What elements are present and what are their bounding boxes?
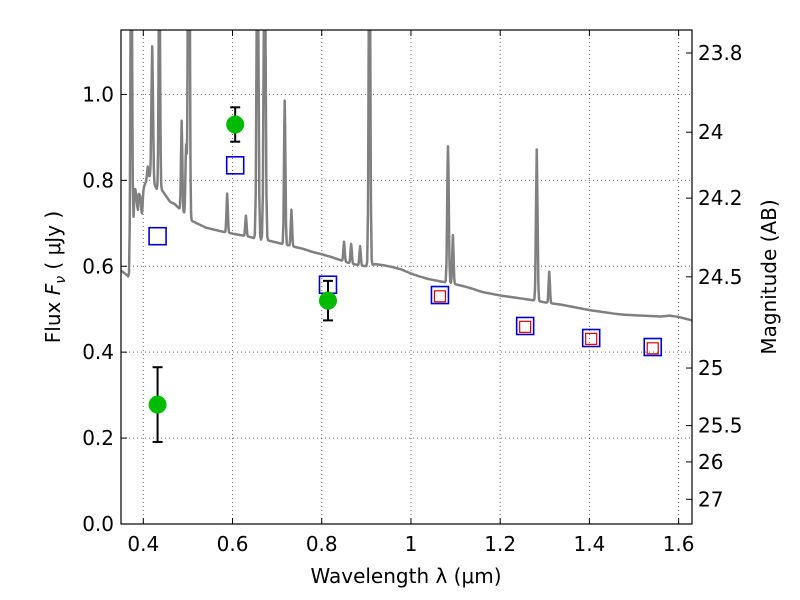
spectrum-line (121, 30, 692, 322)
x-tick-label: 1.4 (573, 532, 605, 556)
grid-lines (121, 30, 692, 525)
model-square-blue (643, 337, 663, 357)
y2-tick-label: 23.8 (698, 41, 743, 65)
y2-tick-label: 24 (698, 120, 723, 144)
model-square-red (646, 342, 659, 355)
y-tick-label: 1.0 (82, 82, 114, 106)
model-square-blue (515, 316, 535, 336)
y-tick-label: 0.6 (82, 254, 114, 278)
x-tick-label: 1.6 (663, 532, 695, 556)
x-tick-label: 0.4 (127, 532, 159, 556)
x-tick-label: 1.2 (484, 532, 516, 556)
y2-tick-label: 27 (698, 487, 723, 511)
observed-point (318, 291, 337, 310)
y-tick-label: 0.0 (82, 512, 114, 536)
y2-axis-label: Magnitude (AB) (757, 199, 781, 354)
x-tick-label: 0.6 (217, 532, 249, 556)
model-square-blue (430, 285, 450, 305)
y2-tick-label: 25.5 (698, 414, 743, 438)
observed-point (148, 395, 167, 414)
y2-tick-label: 26 (698, 450, 723, 474)
axis-ticks: 0.4 0.6 0.8 1 1.2 1.4 1.6 0.0 0.2 0.4 0.6 0.8 1.0 23.… (82, 30, 743, 556)
model-square-blue (148, 226, 167, 246)
y2-tick-label: 24.2 (698, 186, 743, 210)
model-square-red (585, 332, 598, 345)
model-square-red (519, 320, 532, 333)
model-square-red (433, 290, 447, 303)
model-square-blue (581, 328, 601, 348)
plot-frame (120, 29, 693, 525)
y-tick-label: 0.2 (82, 426, 114, 450)
y2-tick-label: 25 (698, 356, 723, 380)
y-tick-label: 0.4 (82, 340, 114, 364)
y-tick-label: 0.8 (82, 168, 114, 192)
model-square-blue (225, 156, 245, 175)
y2-tick-label: 24.5 (698, 265, 743, 289)
plot-area (121, 30, 692, 443)
x-tick-label: 0.8 (306, 532, 338, 556)
y-axis-label: Flux Fν ( μJy ) (41, 211, 69, 343)
observed-point (226, 115, 245, 134)
x-axis-label: Wavelength λ (μm) (310, 564, 501, 588)
x-tick-label: 1 (405, 532, 418, 556)
